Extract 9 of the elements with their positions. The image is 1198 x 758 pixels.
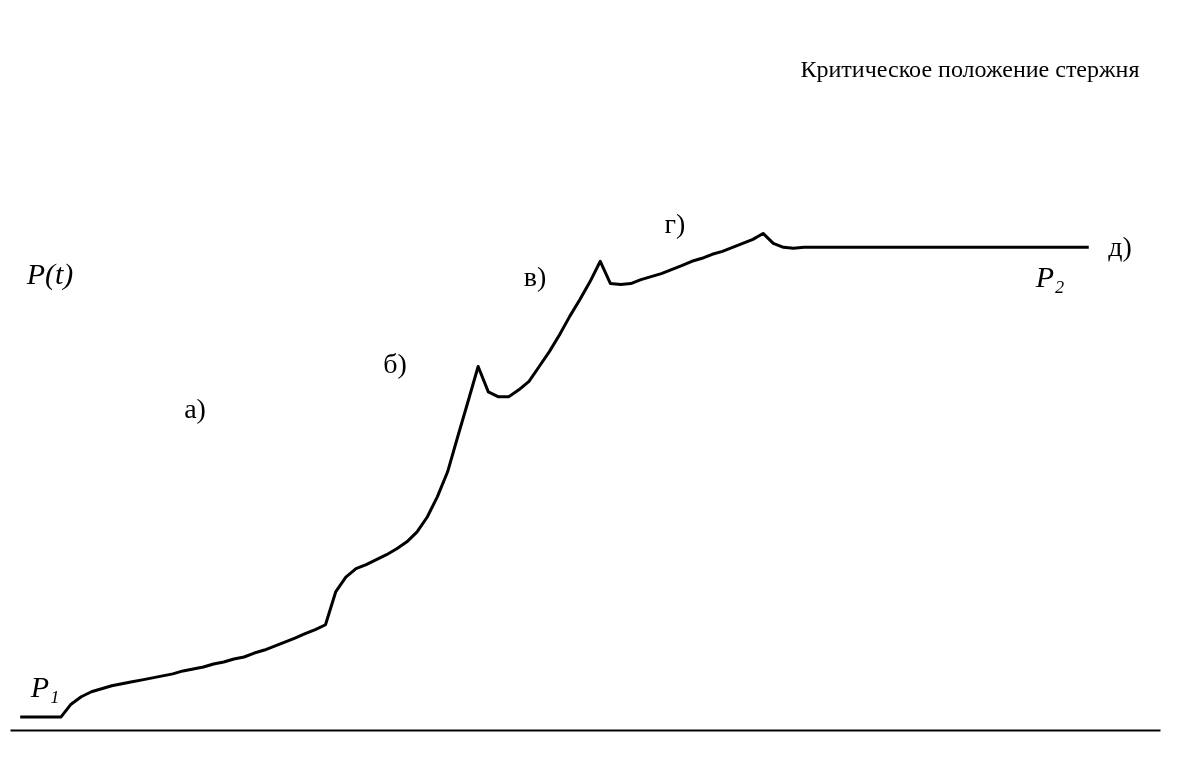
annotation: г) [664, 208, 686, 239]
text: д) [1108, 231, 1132, 262]
annotation: б) [383, 348, 407, 379]
annotation: P(t) [25, 257, 74, 291]
text: Критическое положение стержня [800, 56, 1140, 82]
annotation: в) [523, 261, 547, 292]
annotation: P₂ [1034, 260, 1065, 293]
annotation: P₁ [29, 670, 60, 703]
annotation: а) [184, 393, 206, 424]
